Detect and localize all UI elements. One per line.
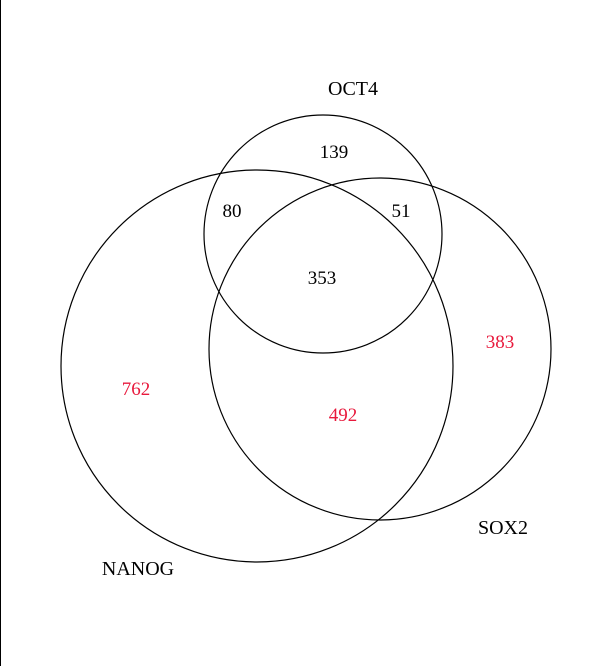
count-nanog-sox2: 492: [329, 405, 358, 426]
oct4-label: OCT4: [328, 78, 378, 100]
count-nanog-only: 762: [122, 379, 151, 400]
oct4-circle: [203, 114, 443, 354]
count-oct4-only: 139: [320, 142, 349, 163]
nanog-circle: [60, 169, 454, 563]
count-all-three: 353: [308, 268, 337, 289]
left-border-line: [0, 0, 1, 666]
sox2-circle: [208, 177, 552, 521]
count-oct4-sox2: 51: [392, 201, 411, 222]
nanog-label: NANOG: [102, 558, 174, 580]
sox2-label: SOX2: [478, 517, 528, 539]
count-oct4-nanog: 80: [223, 201, 242, 222]
count-sox2-only: 383: [486, 332, 515, 353]
